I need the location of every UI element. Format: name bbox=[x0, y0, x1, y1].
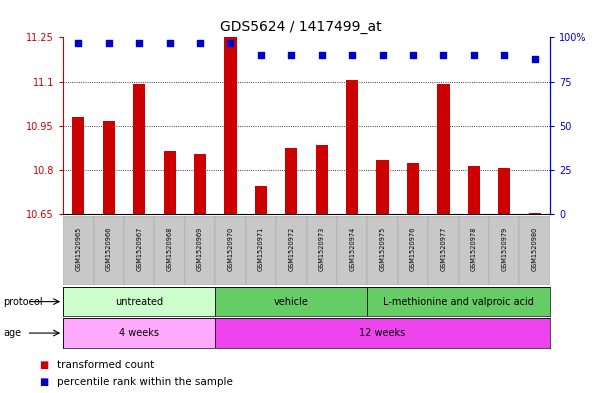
Point bbox=[499, 52, 509, 58]
Text: GSM1520972: GSM1520972 bbox=[288, 227, 294, 271]
Point bbox=[256, 52, 266, 58]
Bar bbox=[215, 287, 367, 316]
Bar bbox=[63, 287, 215, 316]
Bar bbox=[529, 213, 541, 214]
Text: 12 weeks: 12 weeks bbox=[359, 328, 406, 338]
Bar bbox=[194, 154, 206, 214]
Text: GSM1520975: GSM1520975 bbox=[380, 227, 386, 271]
Text: ■: ■ bbox=[39, 360, 48, 370]
Bar bbox=[468, 165, 480, 214]
Text: GSM1520974: GSM1520974 bbox=[349, 227, 355, 271]
Text: percentile rank within the sample: percentile rank within the sample bbox=[57, 377, 233, 387]
Bar bbox=[63, 216, 94, 285]
Text: GSM1520968: GSM1520968 bbox=[166, 227, 172, 271]
Bar bbox=[367, 287, 550, 316]
Text: GSM1520971: GSM1520971 bbox=[258, 227, 264, 271]
Bar bbox=[72, 117, 84, 214]
Point bbox=[378, 52, 388, 58]
Bar bbox=[489, 216, 519, 285]
Text: untreated: untreated bbox=[115, 297, 163, 307]
Bar bbox=[285, 148, 297, 214]
Text: GSM1520967: GSM1520967 bbox=[136, 227, 142, 271]
Bar bbox=[133, 84, 145, 214]
Bar bbox=[224, 37, 237, 214]
Bar bbox=[307, 216, 337, 285]
Text: GSM1520973: GSM1520973 bbox=[319, 227, 325, 271]
Text: ■: ■ bbox=[39, 377, 48, 387]
Text: GSM1520977: GSM1520977 bbox=[441, 227, 447, 271]
Point bbox=[317, 52, 326, 58]
Text: GSM1520976: GSM1520976 bbox=[410, 227, 416, 271]
Bar bbox=[428, 216, 459, 285]
Bar bbox=[337, 216, 367, 285]
Text: GSM1520980: GSM1520980 bbox=[532, 227, 538, 271]
Text: transformed count: transformed count bbox=[57, 360, 154, 370]
Bar bbox=[185, 216, 215, 285]
Point bbox=[225, 39, 235, 46]
Text: GSM1520965: GSM1520965 bbox=[75, 227, 81, 271]
Point bbox=[530, 55, 540, 62]
Text: 4 weeks: 4 weeks bbox=[119, 328, 159, 338]
Point bbox=[287, 52, 296, 58]
Bar bbox=[407, 163, 419, 214]
Bar bbox=[459, 216, 489, 285]
Text: GSM1520969: GSM1520969 bbox=[197, 227, 203, 271]
Text: vehicle: vehicle bbox=[274, 297, 309, 307]
Point bbox=[439, 52, 448, 58]
Point bbox=[469, 52, 478, 58]
Point bbox=[408, 52, 418, 58]
Bar bbox=[103, 121, 115, 214]
Point bbox=[73, 39, 83, 46]
Bar bbox=[215, 318, 550, 348]
Bar bbox=[276, 216, 307, 285]
Bar bbox=[163, 151, 175, 214]
Text: age: age bbox=[3, 328, 21, 338]
Text: GSM1520979: GSM1520979 bbox=[501, 227, 507, 271]
Point bbox=[347, 52, 357, 58]
Bar bbox=[94, 216, 124, 285]
Bar bbox=[498, 169, 510, 214]
Bar bbox=[367, 216, 398, 285]
Bar bbox=[215, 216, 246, 285]
Bar bbox=[376, 160, 389, 214]
Bar bbox=[255, 186, 267, 214]
Bar bbox=[124, 216, 154, 285]
Bar bbox=[154, 216, 185, 285]
Bar bbox=[63, 318, 215, 348]
Text: GSM1520966: GSM1520966 bbox=[106, 227, 112, 271]
Point bbox=[104, 39, 114, 46]
Text: GDS5624 / 1417499_at: GDS5624 / 1417499_at bbox=[220, 20, 381, 34]
Point bbox=[195, 39, 205, 46]
Bar bbox=[316, 145, 328, 214]
Point bbox=[135, 39, 144, 46]
Text: protocol: protocol bbox=[3, 297, 43, 307]
Text: GSM1520978: GSM1520978 bbox=[471, 227, 477, 271]
Bar bbox=[246, 216, 276, 285]
Point bbox=[165, 39, 174, 46]
Bar bbox=[398, 216, 429, 285]
Text: L-methionine and valproic acid: L-methionine and valproic acid bbox=[383, 297, 534, 307]
Text: GSM1520970: GSM1520970 bbox=[227, 227, 233, 271]
Bar bbox=[519, 216, 550, 285]
Bar bbox=[346, 80, 358, 214]
Bar bbox=[438, 84, 450, 214]
